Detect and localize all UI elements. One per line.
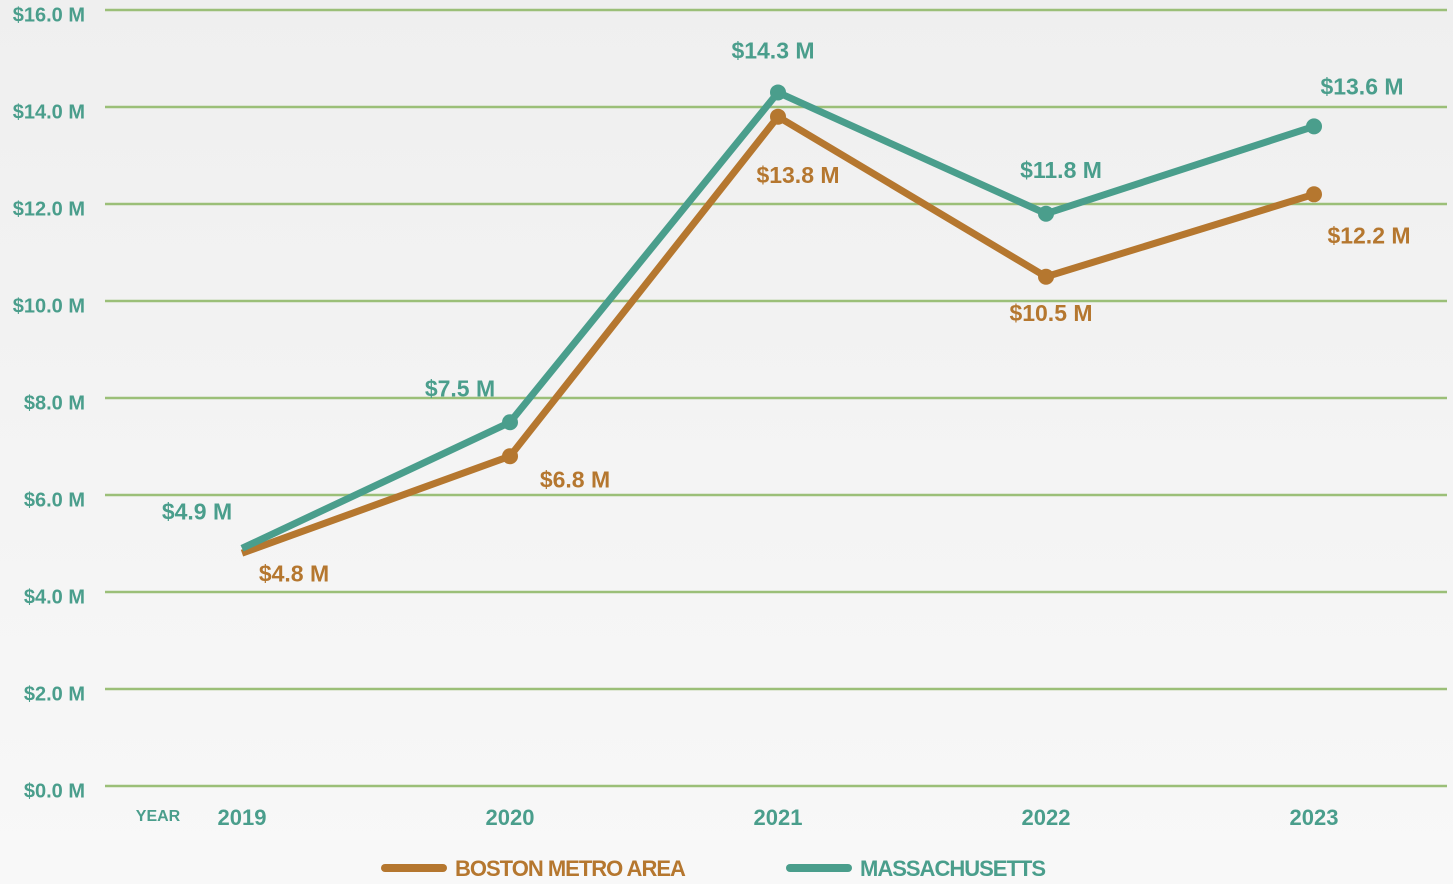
y-tick-label: $10.0 M <box>13 295 85 317</box>
data-point <box>1306 186 1322 202</box>
data-point <box>1306 118 1322 134</box>
y-tick-label: $12.0 M <box>13 198 85 220</box>
data-label: $12.2 M <box>1327 222 1410 248</box>
data-label: $7.5 M <box>425 375 495 401</box>
chart: YEAR $0.0 M $2.0 M $4.0 M $6.0 M $8.0 M $10.0… <box>0 0 1453 884</box>
y-tick-label: $14.0 M <box>13 101 85 123</box>
data-point <box>502 448 518 464</box>
data-label: $13.6 M <box>1320 73 1403 99</box>
background <box>0 0 1453 884</box>
data-label: $11.8 M <box>1020 157 1102 183</box>
data-point <box>770 109 786 125</box>
y-tick-label: $16.0 M <box>13 4 85 26</box>
data-point <box>770 84 786 100</box>
data-label: $6.8 M <box>540 466 610 492</box>
x-tick-label: 2023 <box>1290 805 1339 830</box>
data-label: $10.5 M <box>1009 300 1092 326</box>
y-tick-label: $2.0 M <box>24 683 85 705</box>
y-tick-label: $0.0 M <box>24 780 85 802</box>
data-label: $4.8 M <box>259 560 329 586</box>
x-axis-label: YEAR <box>136 808 181 825</box>
data-label: $14.3 M <box>731 38 814 64</box>
data-point <box>1038 206 1054 222</box>
data-label: $13.8 M <box>756 162 839 188</box>
data-point <box>502 414 518 430</box>
y-tick-label: $6.0 M <box>24 489 85 511</box>
data-label: $4.9 M <box>162 498 232 524</box>
y-tick-label: $8.0 M <box>24 392 85 414</box>
legend-label: BOSTON METRO AREA <box>455 856 686 881</box>
x-tick-label: 2021 <box>754 805 803 830</box>
x-tick-label: 2022 <box>1022 805 1071 830</box>
data-point <box>1038 269 1054 285</box>
y-tick-label: $4.0 M <box>24 586 85 608</box>
x-tick-label: 2020 <box>486 805 535 830</box>
legend-label: MASSACHUSETTS <box>860 856 1045 881</box>
x-tick-label: 2019 <box>218 805 267 830</box>
